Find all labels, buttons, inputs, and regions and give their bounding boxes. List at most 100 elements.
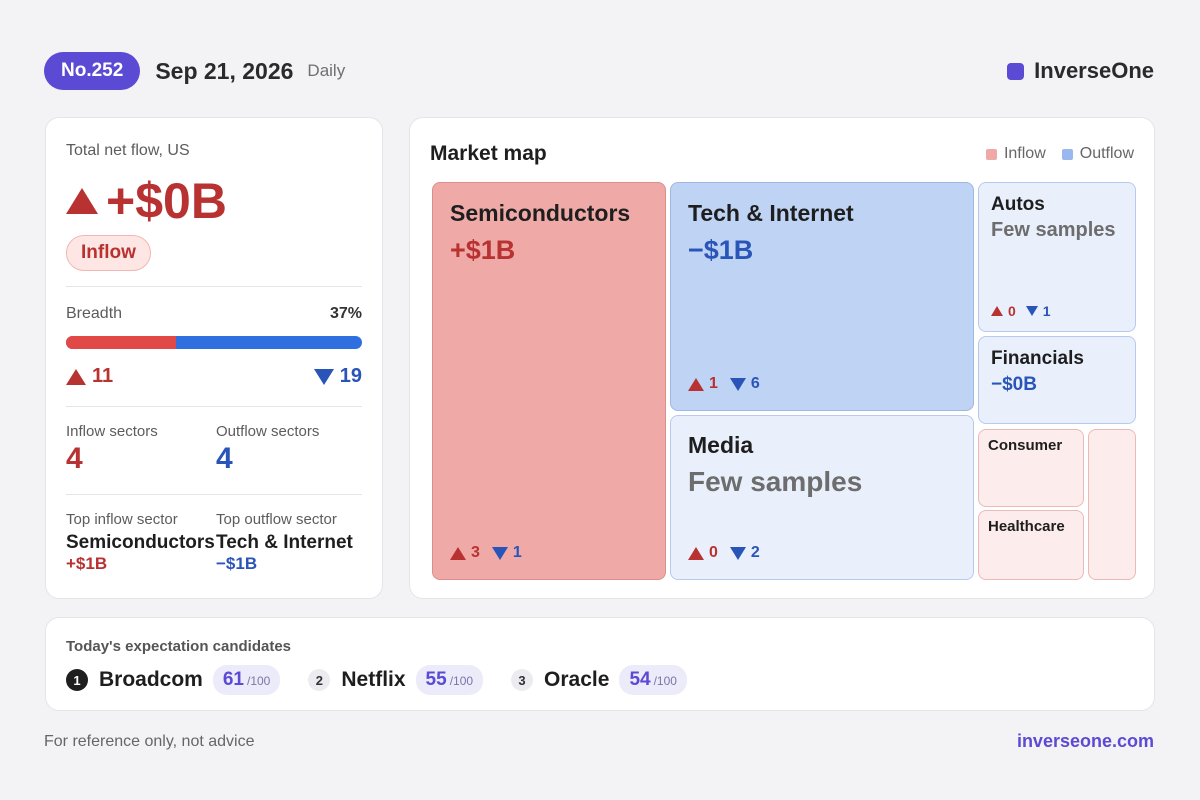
candidates-card: Today's expectation candidates 1 Broadco… bbox=[45, 617, 1155, 711]
score-pill: 54 /100 bbox=[619, 665, 687, 695]
tile-value: +$1B bbox=[450, 235, 516, 265]
tile-tech-internet[interactable]: Tech & Internet −$1B 1 6 bbox=[670, 182, 974, 411]
brand: InverseOne bbox=[1007, 58, 1154, 84]
tile-name: Autos bbox=[991, 194, 1045, 215]
tile-value: Few samples bbox=[991, 219, 1116, 241]
score-denominator: /100 bbox=[247, 674, 271, 688]
score-value: 55 bbox=[425, 669, 447, 690]
legend-inflow-swatch bbox=[985, 148, 997, 160]
score-value: 61 bbox=[222, 669, 244, 690]
tile-counts: 0 2 bbox=[688, 544, 760, 562]
tile-unlabeled[interactable] bbox=[1088, 429, 1136, 580]
rank-badge: 3 bbox=[511, 669, 534, 691]
breadth-bar-fill bbox=[66, 336, 176, 349]
tile-name: Media bbox=[688, 432, 754, 458]
inflow-sectors-label: Inflow sectors bbox=[66, 423, 158, 440]
top-inflow-name: Semiconductors bbox=[66, 532, 215, 553]
arrow-up-icon bbox=[991, 306, 1003, 316]
tile-up-count: 0 bbox=[709, 544, 718, 561]
total-net-flow-amount: +$0B bbox=[106, 173, 227, 229]
tile-financials[interactable]: Financials −$0B bbox=[978, 336, 1136, 424]
tile-name: Financials bbox=[991, 348, 1084, 369]
tile-counts: 0 1 bbox=[991, 303, 1051, 319]
tile-down-count: 1 bbox=[512, 544, 522, 561]
summary-card: Total net flow, US +$0B Inflow Breadth 3… bbox=[45, 117, 383, 599]
tile-value: −$0B bbox=[991, 374, 1037, 395]
market-map-card: Market map Inflow Outflow Semiconductors… bbox=[409, 117, 1155, 599]
breadth-label: Breadth bbox=[66, 305, 123, 322]
tile-media[interactable]: Media Few samples 0 2 bbox=[670, 415, 974, 580]
score-value: 54 bbox=[629, 669, 651, 690]
total-net-flow-value: +$0B bbox=[66, 172, 227, 230]
legend-inflow-label: Inflow bbox=[1003, 145, 1046, 162]
candidates-list: 1 Broadcom 61 /100 2 Netflix 55 /100 3 O… bbox=[66, 665, 715, 695]
arrow-up-icon bbox=[688, 377, 704, 391]
tile-down-count: 6 bbox=[750, 375, 760, 392]
top-outflow-label: Top outflow sector bbox=[216, 511, 337, 528]
top-outflow-block: Top outflow sector Tech & Internet −$1B bbox=[216, 511, 353, 574]
total-net-flow-label: Total net flow, US bbox=[66, 142, 190, 159]
tile-name: Tech & Internet bbox=[688, 200, 854, 226]
score-pill: 55 /100 bbox=[415, 665, 484, 695]
score-denominator: /100 bbox=[449, 674, 474, 688]
legend-inflow: Inflow bbox=[985, 145, 1046, 163]
top-inflow-label: Top inflow sector bbox=[66, 511, 178, 528]
arrow-up-icon bbox=[450, 546, 466, 560]
market-map-title: Market map bbox=[430, 142, 547, 165]
tile-semiconductors[interactable]: Semiconductors +$1B 3 1 bbox=[432, 182, 666, 580]
arrow-down-icon bbox=[313, 368, 334, 385]
advancers-value: 11 bbox=[92, 365, 114, 387]
advancers-count: 11 bbox=[66, 365, 113, 388]
tile-up-count: 1 bbox=[709, 375, 718, 392]
divider bbox=[66, 286, 362, 287]
tile-up-count: 0 bbox=[1008, 303, 1016, 319]
issue-badge: No.252 bbox=[44, 52, 141, 90]
top-outflow-name: Tech & Internet bbox=[216, 532, 353, 553]
arrow-down-icon bbox=[1025, 306, 1038, 316]
brand-logo-icon bbox=[1007, 62, 1025, 80]
arrow-down-icon bbox=[729, 546, 746, 560]
inflow-sectors-count: 4 bbox=[66, 442, 83, 475]
market-map-legend: Inflow Outflow bbox=[970, 145, 1134, 163]
tile-name: Healthcare bbox=[988, 518, 1065, 535]
top-outflow-value: −$1B bbox=[216, 554, 258, 573]
inflow-sectors-block: Inflow sectors 4 bbox=[66, 423, 158, 476]
website-link[interactable]: inverseone.com bbox=[1016, 731, 1154, 751]
score-denominator: /100 bbox=[653, 674, 677, 688]
candidate-name: Broadcom bbox=[99, 668, 203, 691]
tile-value: −$1B bbox=[688, 235, 754, 265]
tile-name: Semiconductors bbox=[450, 200, 631, 226]
report-date: Sep 21, 2026 bbox=[155, 57, 294, 84]
brand-name: InverseOne bbox=[1034, 58, 1154, 83]
candidate-item[interactable]: 2 Netflix 55 /100 bbox=[308, 665, 484, 695]
top-inflow-value: +$1B bbox=[66, 554, 108, 573]
outflow-sectors-label: Outflow sectors bbox=[216, 423, 320, 440]
outflow-sectors-count: 4 bbox=[216, 442, 233, 475]
tile-value: Few samples bbox=[688, 466, 863, 497]
outflow-sectors-block: Outflow sectors 4 bbox=[216, 423, 319, 476]
legend-outflow-swatch bbox=[1061, 148, 1073, 160]
arrow-up-icon bbox=[688, 546, 704, 560]
top-inflow-block: Top inflow sector Semiconductors +$1B bbox=[66, 511, 215, 574]
candidate-item[interactable]: 3 Oracle 54 /100 bbox=[511, 665, 687, 695]
arrow-up-icon bbox=[66, 368, 86, 385]
tile-autos[interactable]: Autos Few samples 0 1 bbox=[978, 182, 1136, 332]
breadth-bar bbox=[66, 336, 362, 349]
arrow-up-icon bbox=[66, 188, 98, 214]
candidate-name: Netflix bbox=[341, 668, 406, 691]
tile-healthcare[interactable]: Healthcare bbox=[978, 510, 1084, 580]
breadth-percent: 37% bbox=[329, 305, 362, 322]
tile-counts: 3 1 bbox=[450, 544, 522, 562]
flow-status-badge: Inflow bbox=[66, 235, 151, 271]
divider bbox=[66, 494, 362, 495]
tile-name: Consumer bbox=[988, 437, 1063, 454]
tile-consumer[interactable]: Consumer bbox=[978, 429, 1084, 507]
score-pill: 61 /100 bbox=[212, 665, 281, 695]
divider bbox=[66, 406, 362, 407]
legend-outflow-label: Outflow bbox=[1079, 145, 1134, 162]
decliners-value: 19 bbox=[339, 365, 362, 387]
legend-outflow: Outflow bbox=[1061, 145, 1134, 163]
candidate-item[interactable]: 1 Broadcom 61 /100 bbox=[66, 665, 281, 695]
candidates-title: Today's expectation candidates bbox=[66, 638, 292, 655]
arrow-down-icon bbox=[491, 546, 508, 560]
